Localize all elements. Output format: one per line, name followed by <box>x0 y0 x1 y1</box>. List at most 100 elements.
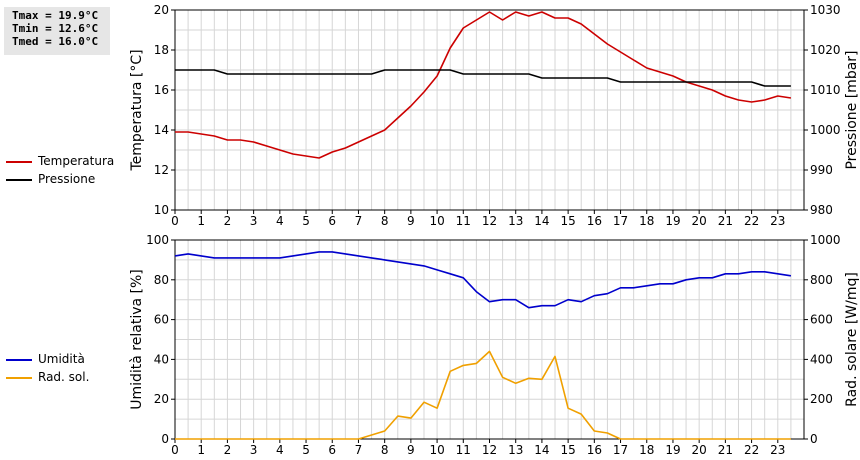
x-tick-label: 3 <box>250 214 258 228</box>
y-right-axis-label: Pressione [mbar] <box>844 50 860 169</box>
x-tick-label: 17 <box>613 214 628 228</box>
y-left-axis-label: Temperatura [°C] <box>129 49 145 171</box>
x-tick-label: 18 <box>639 443 654 457</box>
chart-panel-bottom: 0 1 2 3 4 5 6 7 8 9 10 11 12 13 14 15 16 17 18 19 20 21 22 2302… <box>129 233 860 457</box>
tmed-text: Tmed = 16.0°C <box>12 35 99 48</box>
x-tick-label: 2 <box>224 214 232 228</box>
legend-label-umidita: Umidità <box>38 352 85 366</box>
legend-swatch-temperatura <box>6 161 32 163</box>
legend-label-radsol: Rad. sol. <box>38 370 90 384</box>
x-tick-label: 1 <box>197 443 205 457</box>
x-tick-label: 21 <box>718 214 733 228</box>
y-left-tick-label: 100 <box>146 233 169 247</box>
y-left-tick-label: 0 <box>161 432 169 446</box>
x-tick-label: 6 <box>328 443 336 457</box>
x-tick-label: 8 <box>381 214 389 228</box>
y-right-tick-label: 400 <box>810 352 833 366</box>
y-right-tick-label: 1000 <box>810 123 841 137</box>
x-tick-label: 0 <box>171 443 179 457</box>
y-right-tick-label: 200 <box>810 392 833 406</box>
legend-top: Temperatura Pressione <box>4 152 114 188</box>
series-line-umidit <box>174 251 792 309</box>
tmax-text: Tmax = 19.9°C <box>12 9 99 22</box>
x-tick-label: 9 <box>407 214 415 228</box>
chart-panel-top: 0 1 2 3 4 5 6 7 8 9 10 11 12 13 14 15 16 17 18 19 20 21 22 2310… <box>129 3 860 228</box>
y-right-tick-label: 990 <box>810 163 833 177</box>
x-tick-label: 23 <box>770 214 785 228</box>
y-left-tick-label: 12 <box>154 163 169 177</box>
y-left-tick-label: 20 <box>154 392 169 406</box>
x-tick-label: 14 <box>534 443 549 457</box>
y-right-axis-label: Rad. solare [W/mq] <box>844 272 860 407</box>
x-tick-label: 1 <box>197 214 205 228</box>
legend-swatch-umidita <box>6 359 32 361</box>
y-left-tick-label: 20 <box>154 3 169 17</box>
x-tick-label: 4 <box>276 214 284 228</box>
y-right-tick-label: 980 <box>810 203 833 217</box>
x-tick-label: 0 <box>171 214 179 228</box>
legend-bottom: Umidità Rad. sol. <box>4 350 89 386</box>
series-line-pressione <box>175 69 791 87</box>
x-tick-label: 7 <box>355 214 363 228</box>
stats-box: Tmax = 19.9°C Tmin = 12.6°C Tmed = 16.0°… <box>4 7 110 55</box>
legend-item-pressione: Pressione <box>4 170 114 188</box>
x-tick-label: 4 <box>276 443 284 457</box>
y-left-tick-label: 80 <box>154 273 169 287</box>
y-right-tick-label: 1010 <box>810 83 841 97</box>
legend-swatch-pressione <box>6 179 32 181</box>
x-tick-label: 22 <box>744 443 759 457</box>
y-left-tick-label: 10 <box>154 203 169 217</box>
y-right-tick-label: 1030 <box>810 3 841 17</box>
legend-swatch-radsol <box>6 377 32 379</box>
x-tick-label: 3 <box>250 443 258 457</box>
x-tick-label: 7 <box>355 443 363 457</box>
legend-label-temperatura: Temperatura <box>38 154 115 168</box>
x-tick-label: 19 <box>665 214 680 228</box>
x-tick-label: 5 <box>302 443 310 457</box>
tmin-text: Tmin = 12.6°C <box>12 22 99 35</box>
legend-item-radsol: Rad. sol. <box>4 368 89 386</box>
x-tick-label: 2 <box>224 443 232 457</box>
y-right-tick-label: 600 <box>810 313 833 327</box>
legend-label-pressione: Pressione <box>38 172 96 186</box>
y-right-tick-label: 1020 <box>810 43 841 57</box>
x-tick-label: 12 <box>482 214 497 228</box>
x-tick-label: 16 <box>587 214 602 228</box>
x-tick-label: 13 <box>508 214 523 228</box>
series-line-temperatura <box>175 11 792 159</box>
x-tick-label: 15 <box>560 214 575 228</box>
x-tick-label: 20 <box>692 214 707 228</box>
x-tick-label: 10 <box>429 214 444 228</box>
y-right-tick-label: 0 <box>810 432 818 446</box>
x-tick-label: 6 <box>328 214 336 228</box>
x-tick-label: 8 <box>381 443 389 457</box>
series-line-rad-sol <box>175 350 791 440</box>
x-tick-label: 17 <box>613 443 628 457</box>
y-left-tick-label: 60 <box>154 313 169 327</box>
x-tick-label: 11 <box>456 443 471 457</box>
y-left-tick-label: 18 <box>154 43 169 57</box>
x-tick-label: 12 <box>482 443 497 457</box>
legend-item-umidita: Umidità <box>4 350 89 368</box>
x-tick-label: 23 <box>770 443 785 457</box>
x-tick-label: 5 <box>302 214 310 228</box>
y-left-tick-label: 14 <box>154 123 169 137</box>
x-tick-label: 22 <box>744 214 759 228</box>
y-right-tick-label: 800 <box>810 273 833 287</box>
x-tick-label: 10 <box>429 443 444 457</box>
legend-item-temperatura: Temperatura <box>4 152 114 170</box>
x-tick-label: 21 <box>718 443 733 457</box>
y-left-tick-label: 40 <box>154 352 169 366</box>
x-tick-label: 18 <box>639 214 654 228</box>
y-left-tick-label: 16 <box>154 83 169 97</box>
x-tick-label: 19 <box>665 443 680 457</box>
y-left-axis-label: Umidità relativa [%] <box>129 269 145 410</box>
y-right-tick-label: 1000 <box>810 233 841 247</box>
x-tick-label: 14 <box>534 214 549 228</box>
x-tick-label: 16 <box>587 443 602 457</box>
x-tick-label: 20 <box>692 443 707 457</box>
x-tick-label: 9 <box>407 443 415 457</box>
x-tick-label: 15 <box>560 443 575 457</box>
x-tick-label: 11 <box>456 214 471 228</box>
